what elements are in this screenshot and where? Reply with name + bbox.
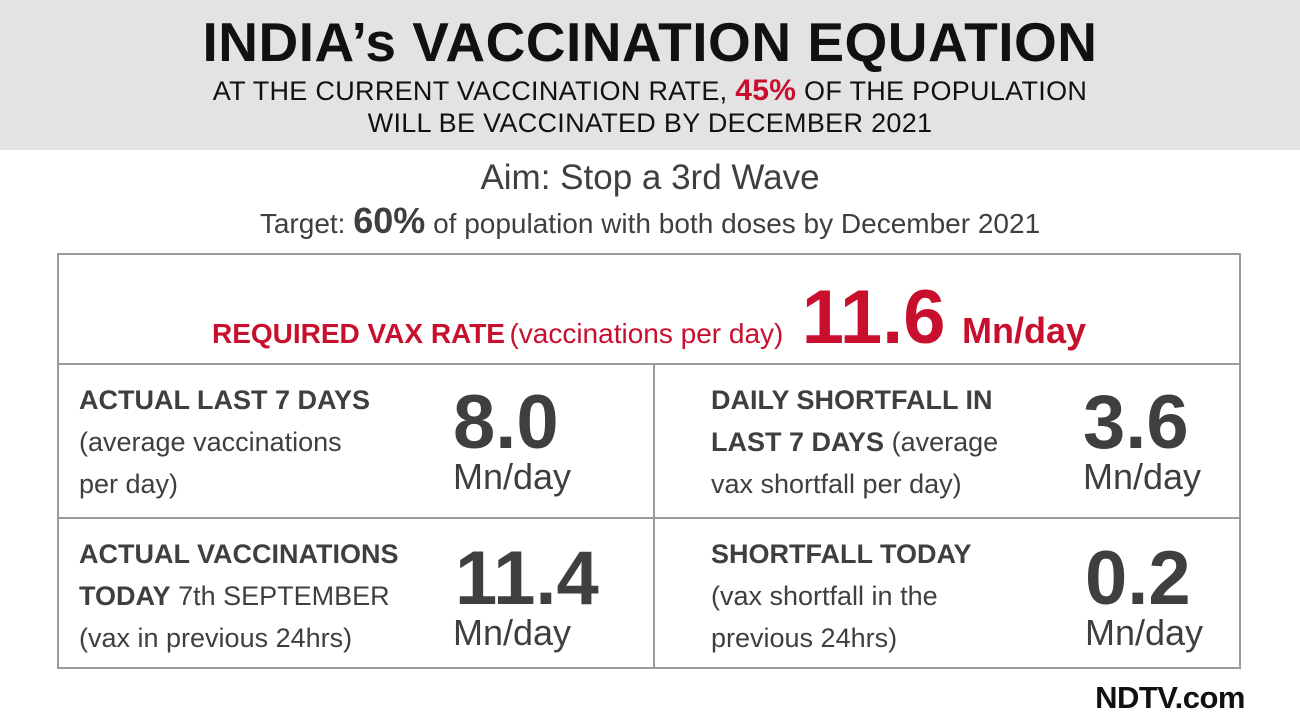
cell-shortfall-7-text: DAILY SHORTFALL IN LAST 7 DAYS (average …	[711, 379, 998, 505]
cell-actual-7-note-2: per day)	[79, 469, 179, 499]
cell-shortfall-today-text: SHORTFALL TODAY (vax shortfall in the pr…	[711, 533, 972, 659]
cell-actual-today-date: 7th SEPTEMBER	[178, 581, 390, 611]
subtitle-line-1: AT THE CURRENT VACCINATION RATE, 45% OF …	[0, 74, 1300, 108]
subtitle-line-2: WILL BE VACCINATED BY DECEMBER 2021	[367, 108, 933, 138]
header-banner: INDIA’s VACCINATION EQUATION AT THE CURR…	[0, 0, 1300, 150]
cell-actual-today: ACTUAL VACCINATIONS TODAY 7th SEPTEMBER …	[59, 519, 653, 669]
cell-actual-today-value: 11.4	[455, 536, 599, 621]
subtitle-pre: AT THE CURRENT VACCINATION RATE,	[212, 76, 728, 106]
required-rate-note: (vaccinations per day)	[509, 318, 784, 349]
cell-shortfall-today-note-1: (vax shortfall in the	[711, 581, 938, 611]
subtitle-post: OF THE POPULATION	[804, 76, 1088, 106]
cell-actual-7-value: 8.0	[453, 380, 559, 465]
cell-shortfall-7-title-1: DAILY SHORTFALL IN	[711, 385, 993, 415]
required-rate-value: 11.6	[801, 275, 946, 360]
divider-vertical	[653, 363, 655, 667]
cell-actual-today-unit: Mn/day	[453, 612, 572, 653]
cell-actual-today-title-2: TODAY	[79, 581, 171, 611]
cell-shortfall-last-7-days: DAILY SHORTFALL IN LAST 7 DAYS (average …	[655, 365, 1241, 517]
required-rate-unit: Mn/day	[961, 310, 1086, 351]
required-rate-row: REQUIRED VAX RATE (vaccinations per day)…	[59, 273, 1239, 363]
cell-shortfall-7-unit: Mn/day	[1083, 456, 1202, 497]
cell-shortfall-today-value: 0.2	[1085, 536, 1191, 621]
cell-shortfall-today-unit: Mn/day	[1085, 612, 1204, 653]
page-title: INDIA’s VACCINATION EQUATION	[202, 11, 1098, 73]
cell-actual-7-note-1: (average vaccinations	[79, 427, 342, 457]
target-percent: 60%	[353, 200, 426, 241]
divider-horizontal-2	[59, 517, 1239, 519]
cell-shortfall-7-note-1: (average	[891, 427, 999, 457]
cell-actual-last-7-days: ACTUAL LAST 7 DAYS (average vaccinations…	[59, 365, 653, 517]
target-pre: Target:	[259, 208, 346, 239]
cell-actual-today-text: ACTUAL VACCINATIONS TODAY 7th SEPTEMBER …	[79, 533, 399, 659]
subtitle-percent: 45%	[735, 74, 797, 107]
required-rate-label: REQUIRED VAX RATE	[211, 318, 505, 349]
cell-shortfall-today-title: SHORTFALL TODAY	[711, 539, 972, 569]
cell-actual-7-text: ACTUAL LAST 7 DAYS (average vaccinations…	[79, 379, 370, 505]
ndtv-logo: NDTV.com	[1095, 680, 1245, 715]
cell-actual-today-note: (vax in previous 24hrs)	[79, 623, 353, 653]
cell-actual-7-unit: Mn/day	[453, 456, 572, 497]
cell-shortfall-7-value: 3.6	[1083, 380, 1189, 465]
cell-shortfall-today-note-2: previous 24hrs)	[711, 623, 898, 653]
cell-actual-7-title: ACTUAL LAST 7 DAYS	[79, 385, 371, 415]
target-text: Target: 60% of population with both dose…	[0, 200, 1300, 242]
stats-box: REQUIRED VAX RATE (vaccinations per day)…	[57, 253, 1241, 669]
aim-text: Aim: Stop a 3rd Wave	[480, 158, 820, 197]
cell-shortfall-today: SHORTFALL TODAY (vax shortfall in the pr…	[655, 519, 1241, 669]
cell-shortfall-7-note-2: vax shortfall per day)	[711, 469, 962, 499]
cell-actual-today-title-1: ACTUAL VACCINATIONS	[79, 539, 399, 569]
divider-horizontal-1	[59, 363, 1239, 365]
cell-shortfall-7-title-2: LAST 7 DAYS	[711, 427, 885, 457]
target-post: of population with both doses by Decembe…	[433, 208, 1041, 239]
